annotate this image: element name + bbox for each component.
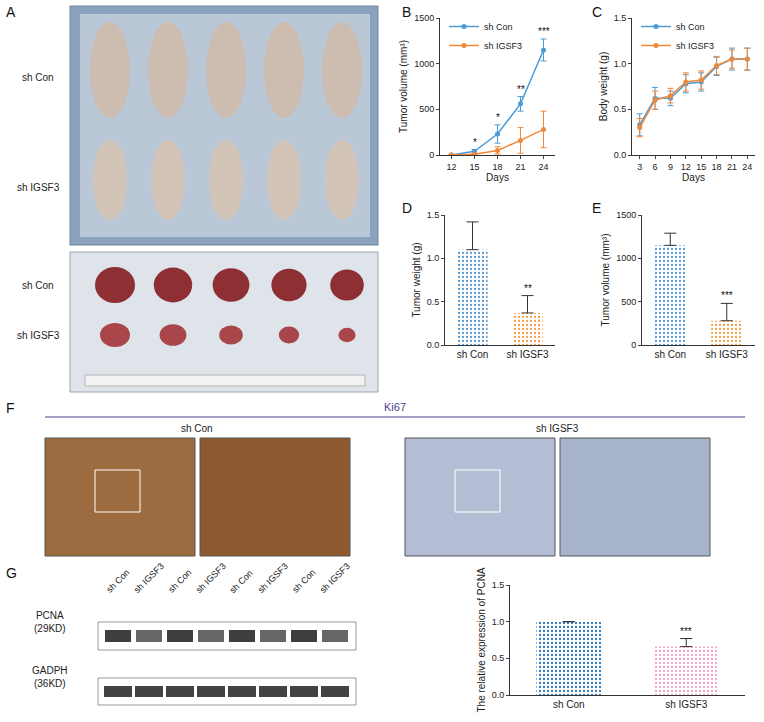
svg-text:0: 0 xyxy=(429,150,434,160)
svg-text:1.0: 1.0 xyxy=(614,59,627,69)
svg-text:E: E xyxy=(592,200,601,216)
svg-text:sh Con: sh Con xyxy=(181,423,213,434)
svg-text:0: 0 xyxy=(631,340,636,350)
svg-text:Days: Days xyxy=(486,172,509,183)
svg-text:sh Con: sh Con xyxy=(484,22,513,32)
svg-text:0.0: 0.0 xyxy=(614,150,627,160)
svg-text:sh IGSF3: sh IGSF3 xyxy=(17,182,60,193)
svg-text:***: *** xyxy=(721,290,733,301)
svg-text:18: 18 xyxy=(712,162,722,172)
svg-text:1.5: 1.5 xyxy=(427,210,440,220)
svg-text:sh IGSF3: sh IGSF3 xyxy=(506,349,549,360)
svg-text:*: * xyxy=(496,112,500,123)
svg-text:1000: 1000 xyxy=(616,253,636,263)
svg-text:sh Con: sh Con xyxy=(290,567,317,594)
svg-text:1.0: 1.0 xyxy=(427,253,440,263)
svg-text:3: 3 xyxy=(637,162,642,172)
svg-text:15: 15 xyxy=(696,162,706,172)
svg-text:sh Con: sh Con xyxy=(676,22,705,32)
svg-text:sh IGSF3: sh IGSF3 xyxy=(665,699,708,710)
svg-text:Body weight (g): Body weight (g) xyxy=(598,52,609,121)
svg-text:1500: 1500 xyxy=(414,13,434,23)
svg-text:sh Con: sh Con xyxy=(228,568,255,595)
svg-text:24: 24 xyxy=(538,162,548,172)
svg-text:sh IGSF3: sh IGSF3 xyxy=(536,423,579,434)
svg-text:sh Con: sh Con xyxy=(22,72,54,83)
svg-text:sh IGSF3: sh IGSF3 xyxy=(484,41,522,51)
svg-text:Tumor volume (mm³): Tumor volume (mm³) xyxy=(600,234,611,327)
svg-text:500: 500 xyxy=(419,104,434,114)
svg-text:sh Con: sh Con xyxy=(553,699,585,710)
svg-text:sh IGSF3: sh IGSF3 xyxy=(256,561,290,595)
svg-text:sh Con: sh Con xyxy=(104,567,131,594)
svg-text:0.0: 0.0 xyxy=(492,690,505,700)
svg-text:12: 12 xyxy=(446,162,456,172)
svg-text:21: 21 xyxy=(727,162,737,172)
svg-text:sh IGSF3: sh IGSF3 xyxy=(676,41,714,51)
svg-text:9: 9 xyxy=(668,162,673,172)
svg-text:F: F xyxy=(6,400,15,416)
svg-text:sh IGSF3: sh IGSF3 xyxy=(194,561,228,595)
svg-text:B: B xyxy=(402,4,411,20)
svg-text:15: 15 xyxy=(469,162,479,172)
svg-text:18: 18 xyxy=(492,162,502,172)
svg-text:GADPH(36KD): GADPH(36KD) xyxy=(32,665,68,689)
svg-text:Ki67: Ki67 xyxy=(384,401,406,413)
svg-text:sh Con: sh Con xyxy=(166,567,193,594)
svg-text:sh IGSF3: sh IGSF3 xyxy=(17,330,60,341)
svg-text:0.5: 0.5 xyxy=(427,297,440,307)
svg-text:21: 21 xyxy=(515,162,525,172)
svg-text:A: A xyxy=(6,4,16,20)
svg-text:0.0: 0.0 xyxy=(427,340,440,350)
svg-text:*: * xyxy=(473,137,477,148)
svg-text:C: C xyxy=(592,4,602,20)
svg-text:0.5: 0.5 xyxy=(614,104,627,114)
svg-text:sh Con: sh Con xyxy=(22,280,54,291)
svg-text:1500: 1500 xyxy=(616,210,636,220)
svg-text:Days: Days xyxy=(682,172,705,183)
svg-text:***: *** xyxy=(538,26,550,37)
svg-text:***: *** xyxy=(680,626,692,637)
svg-text:sh IGSF3: sh IGSF3 xyxy=(318,561,352,595)
svg-text:D: D xyxy=(402,200,412,216)
svg-text:sh Con: sh Con xyxy=(457,349,489,360)
svg-text:sh IGSF3: sh IGSF3 xyxy=(706,349,749,360)
svg-text:1.5: 1.5 xyxy=(614,13,627,23)
svg-text:1.5: 1.5 xyxy=(492,580,505,590)
svg-text:12: 12 xyxy=(681,162,691,172)
svg-text:24: 24 xyxy=(742,162,752,172)
svg-text:1.0: 1.0 xyxy=(492,617,505,627)
svg-text:sh IGSF3: sh IGSF3 xyxy=(132,561,166,595)
svg-text:6: 6 xyxy=(653,162,658,172)
svg-text:**: ** xyxy=(524,283,532,294)
svg-text:500: 500 xyxy=(621,297,636,307)
svg-text:PCNA(29KD): PCNA(29KD) xyxy=(34,610,66,634)
svg-text:0.5: 0.5 xyxy=(492,653,505,663)
svg-text:1000: 1000 xyxy=(414,59,434,69)
svg-text:Tumor weight (g): Tumor weight (g) xyxy=(411,242,422,317)
svg-text:sh Con: sh Con xyxy=(654,349,686,360)
svg-text:G: G xyxy=(6,565,17,581)
svg-text:**: ** xyxy=(517,84,525,95)
svg-text:Tumor volume (mm³): Tumor volume (mm³) xyxy=(398,40,409,133)
svg-text:The relative expression of PCN: The relative expression of PCNA xyxy=(476,567,487,712)
